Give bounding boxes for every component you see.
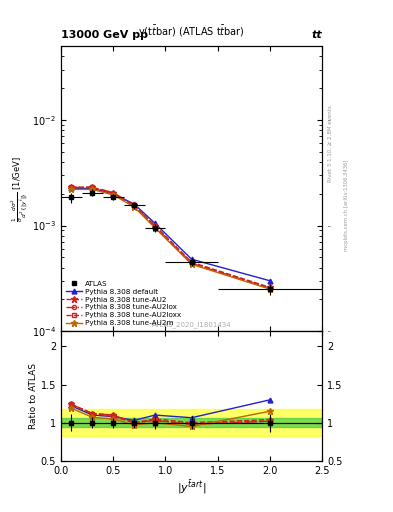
Pythia 8.308 tune-AU2loxx bbox=[268, 285, 272, 291]
Pythia 8.308 tune-AU2m bbox=[189, 261, 194, 267]
Pythia 8.308 tune-AU2 bbox=[69, 184, 74, 190]
Text: 13000 GeV pp: 13000 GeV pp bbox=[61, 30, 148, 40]
Text: Rivet 3.1.10, ≥ 2.8M events: Rivet 3.1.10, ≥ 2.8M events bbox=[328, 105, 333, 182]
Pythia 8.308 tune-AU2loxx bbox=[189, 260, 194, 266]
Bar bbox=[61, 409, 322, 436]
Pythia 8.308 tune-AU2lox bbox=[152, 223, 157, 229]
Pythia 8.308 tune-AU2loxx bbox=[69, 184, 74, 190]
Text: mcplots.cern.ch [arXiv:1306.3436]: mcplots.cern.ch [arXiv:1306.3436] bbox=[344, 159, 349, 250]
Text: ATLAS_2020_I1801434: ATLAS_2020_I1801434 bbox=[152, 322, 231, 328]
Pythia 8.308 tune-AU2m bbox=[111, 192, 116, 198]
Line: Pythia 8.308 tune-AU2loxx: Pythia 8.308 tune-AU2loxx bbox=[69, 185, 272, 290]
Pythia 8.308 tune-AU2loxx bbox=[111, 190, 116, 197]
Pythia 8.308 tune-AU2loxx bbox=[152, 223, 157, 229]
Pythia 8.308 tune-AU2 bbox=[152, 223, 157, 229]
Bar bbox=[61, 418, 322, 427]
Pythia 8.308 tune-AU2lox bbox=[132, 202, 136, 208]
Line: Pythia 8.308 tune-AU2lox: Pythia 8.308 tune-AU2lox bbox=[69, 185, 272, 290]
Line: Pythia 8.308 default: Pythia 8.308 default bbox=[69, 186, 272, 283]
Pythia 8.308 default bbox=[90, 185, 95, 191]
Text: tt: tt bbox=[312, 30, 322, 40]
Y-axis label: Ratio to ATLAS: Ratio to ATLAS bbox=[29, 363, 38, 429]
Line: Pythia 8.308 tune-AU2: Pythia 8.308 tune-AU2 bbox=[68, 184, 273, 290]
Pythia 8.308 tune-AU2 bbox=[132, 202, 136, 208]
Pythia 8.308 tune-AU2 bbox=[90, 184, 95, 190]
Y-axis label: $\frac{1}{\sigma}\frac{d\sigma^{2}}{d^{2}\{|y^{\bar{t}}|\}}$ [1/GeV]: $\frac{1}{\sigma}\frac{d\sigma^{2}}{d^{2… bbox=[9, 156, 31, 222]
Pythia 8.308 default bbox=[189, 256, 194, 262]
Pythia 8.308 tune-AU2lox bbox=[189, 260, 194, 266]
Pythia 8.308 tune-AU2lox bbox=[111, 189, 116, 196]
Legend: ATLAS, Pythia 8.308 default, Pythia 8.308 tune-AU2, Pythia 8.308 tune-AU2lox, Py: ATLAS, Pythia 8.308 default, Pythia 8.30… bbox=[64, 280, 182, 328]
Text: y(t$\bar{t}$bar) (ATLAS t$\bar{t}$bar): y(t$\bar{t}$bar) (ATLAS t$\bar{t}$bar) bbox=[138, 25, 245, 40]
Pythia 8.308 tune-AU2 bbox=[189, 259, 194, 265]
Pythia 8.308 tune-AU2lox bbox=[69, 184, 74, 190]
Line: Pythia 8.308 tune-AU2m: Pythia 8.308 tune-AU2m bbox=[68, 186, 273, 292]
Pythia 8.308 tune-AU2loxx bbox=[132, 202, 136, 208]
Pythia 8.308 tune-AU2m bbox=[90, 186, 95, 193]
Pythia 8.308 default bbox=[268, 278, 272, 284]
Pythia 8.308 default bbox=[111, 190, 116, 197]
Pythia 8.308 tune-AU2m bbox=[152, 225, 157, 231]
Pythia 8.308 tune-AU2lox bbox=[268, 285, 272, 291]
Pythia 8.308 tune-AU2 bbox=[111, 189, 116, 196]
Pythia 8.308 default bbox=[152, 220, 157, 226]
Pythia 8.308 tune-AU2loxx bbox=[90, 184, 95, 190]
Pythia 8.308 default bbox=[69, 185, 74, 191]
Pythia 8.308 tune-AU2lox bbox=[90, 184, 95, 190]
Pythia 8.308 tune-AU2m bbox=[268, 286, 272, 292]
Pythia 8.308 default bbox=[132, 201, 136, 207]
Pythia 8.308 tune-AU2m bbox=[132, 204, 136, 210]
Pythia 8.308 tune-AU2 bbox=[268, 284, 272, 290]
X-axis label: $|y^{\bar{t}ar{t}}|$: $|y^{\bar{t}ar{t}}|$ bbox=[177, 478, 206, 496]
Pythia 8.308 tune-AU2m bbox=[69, 186, 74, 193]
